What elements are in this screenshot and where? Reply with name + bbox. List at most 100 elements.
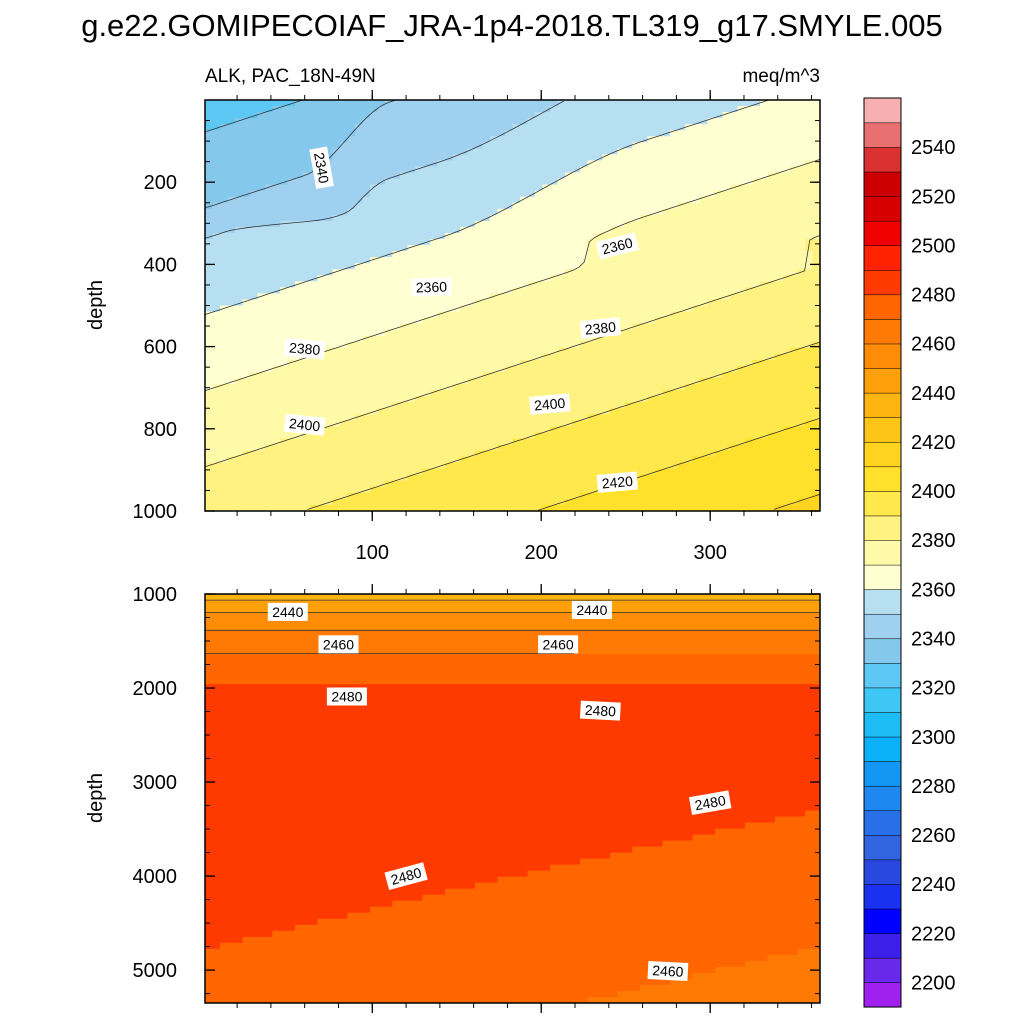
- colorbar-frame: [863, 97, 902, 1008]
- y-tick-label: 600: [144, 337, 177, 359]
- contour-label-text: 2380: [584, 318, 617, 337]
- colorbar-swatch: [863, 662, 902, 689]
- colorbar-swatch: [863, 417, 902, 443]
- colorbar-swatch: [863, 220, 902, 246]
- contour-line-2360: [205, 100, 769, 315]
- contour-label-text: 2480: [693, 792, 727, 813]
- contour-label-text: 2420: [601, 473, 634, 492]
- units-label: meq/m^3: [742, 66, 820, 87]
- contour-label: 2420: [596, 471, 639, 493]
- colorbar-label: 2360: [911, 579, 956, 601]
- colorbar-label: 2480: [911, 285, 956, 307]
- contour-line-2350: [205, 100, 564, 239]
- colorbar-swatch: [863, 269, 902, 296]
- contour-label-text: 2360: [600, 234, 634, 257]
- contour-label: 2360: [595, 232, 639, 260]
- contour-label: 2480: [579, 700, 621, 721]
- contour-label: 2380: [283, 337, 326, 360]
- colorbar: 2200 2220 2240 2260 2280 2300 2320 2340 2360 2380…: [863, 97, 956, 1008]
- contour-label-text: 2400: [288, 415, 321, 434]
- contour-label: 2440: [571, 601, 612, 619]
- colorbar-label: 2320: [911, 678, 956, 700]
- contour-label: 2460: [318, 635, 359, 654]
- colorbar-swatch: [863, 392, 902, 418]
- colorbar-swatch: [863, 490, 902, 517]
- contour-label-text: 2340: [311, 151, 332, 185]
- contour-label-text: 2380: [288, 339, 321, 358]
- y-tick-label: 2000: [133, 678, 178, 700]
- colorbar-swatch: [863, 810, 902, 836]
- colorbar-swatch: [863, 146, 902, 173]
- lower-contour-labels: 2440 2440 2460 2460 2480 2480 2480 2480 2460: [267, 601, 732, 982]
- colorbar-label: 2540: [911, 137, 956, 159]
- colorbar-label: 2460: [911, 334, 956, 356]
- contour-line-2410: [773, 493, 820, 510]
- y-tick-label: 1000: [133, 584, 178, 606]
- colorbar-swatch: [863, 367, 902, 394]
- contour-label: 2400: [283, 413, 326, 436]
- upper-axes: 200 400 600 800 1000 100 200 300: [133, 90, 820, 564]
- colorbar-swatch: [863, 122, 902, 148]
- colorbar-swatch: [863, 785, 902, 812]
- colorbar-swatch: [863, 97, 902, 124]
- lower-axes: 1000 2000 3000 4000 5000: [133, 584, 820, 1013]
- colorbar-swatch: [863, 883, 902, 910]
- colorbar-swatch: [863, 515, 902, 541]
- colorbar-label: 2500: [911, 235, 956, 257]
- colorbar-label: 2380: [911, 530, 956, 552]
- colorbar-label: 2220: [911, 923, 956, 945]
- contour-label-text: 2460: [323, 636, 354, 652]
- colorbar-swatch: [863, 441, 902, 468]
- colorbar-swatch: [863, 564, 902, 590]
- colorbar-label: 2440: [911, 383, 956, 405]
- colorbar-swatch: [863, 343, 902, 369]
- y-tick-label: 1000: [133, 501, 178, 523]
- upper-contour-fill: [205, 100, 820, 511]
- upper-depth-panel: 2340 2360 2360 2380 2380 2400 2400 2420 200 400 6…: [85, 90, 821, 564]
- contour-label: 2480: [688, 790, 732, 816]
- contour-label: 2380: [579, 317, 622, 340]
- colorbar-swatch: [863, 982, 902, 1008]
- lower-contour-fill: [205, 594, 820, 1003]
- contour-label-text: 2480: [331, 689, 362, 705]
- colorbar-swatch: [863, 318, 902, 345]
- colorbar-label: 2340: [911, 629, 956, 651]
- contour-line-2390: [307, 341, 820, 510]
- contour-label-text: 2360: [416, 278, 448, 295]
- colorbar-swatch: [863, 294, 902, 320]
- contour-label: 2360: [411, 277, 452, 297]
- contour-label: 2480: [326, 687, 367, 706]
- x-tick-label: 300: [693, 542, 726, 564]
- contour-label: 2340: [309, 146, 334, 190]
- contour-label: 2460: [647, 960, 689, 982]
- colorbar-swatch: [863, 539, 902, 566]
- colorbar-swatch: [863, 834, 902, 861]
- colorbar-swatch: [863, 711, 902, 738]
- contour-line-2330: [205, 100, 303, 133]
- lower-y-axis-label: depth: [85, 773, 107, 823]
- lower-plot-frame: [204, 593, 821, 1004]
- contour-label-text: 2480: [584, 702, 616, 720]
- contour-line-2400: [537, 417, 820, 511]
- upper-y-axis-label: depth: [85, 280, 107, 330]
- x-tick-label: 100: [356, 542, 389, 564]
- colorbar-label: 2240: [911, 874, 956, 896]
- colorbar-label: 2260: [911, 825, 956, 847]
- colorbar-swatch: [863, 933, 902, 959]
- y-tick-label: 5000: [133, 960, 178, 982]
- colorbar-swatch: [863, 908, 902, 934]
- colorbar-swatch: [863, 859, 902, 885]
- colorbar-label: 2280: [911, 776, 956, 798]
- colorbar-swatch: [863, 761, 902, 787]
- upper-contour-labels: 2340 2360 2360 2380 2380 2400 2400 2420: [283, 146, 639, 493]
- y-tick-label: 4000: [133, 866, 178, 888]
- contour-label-text: 2440: [576, 602, 607, 618]
- colorbar-swatch: [863, 687, 902, 713]
- colorbar-swatch: [863, 466, 902, 492]
- contour-line-2340: [205, 100, 395, 209]
- contour-label-text: 2440: [272, 604, 303, 620]
- colorbar-label: 2400: [911, 481, 956, 503]
- colorbar-swatch: [863, 638, 902, 664]
- colorbar-swatch: [863, 196, 902, 222]
